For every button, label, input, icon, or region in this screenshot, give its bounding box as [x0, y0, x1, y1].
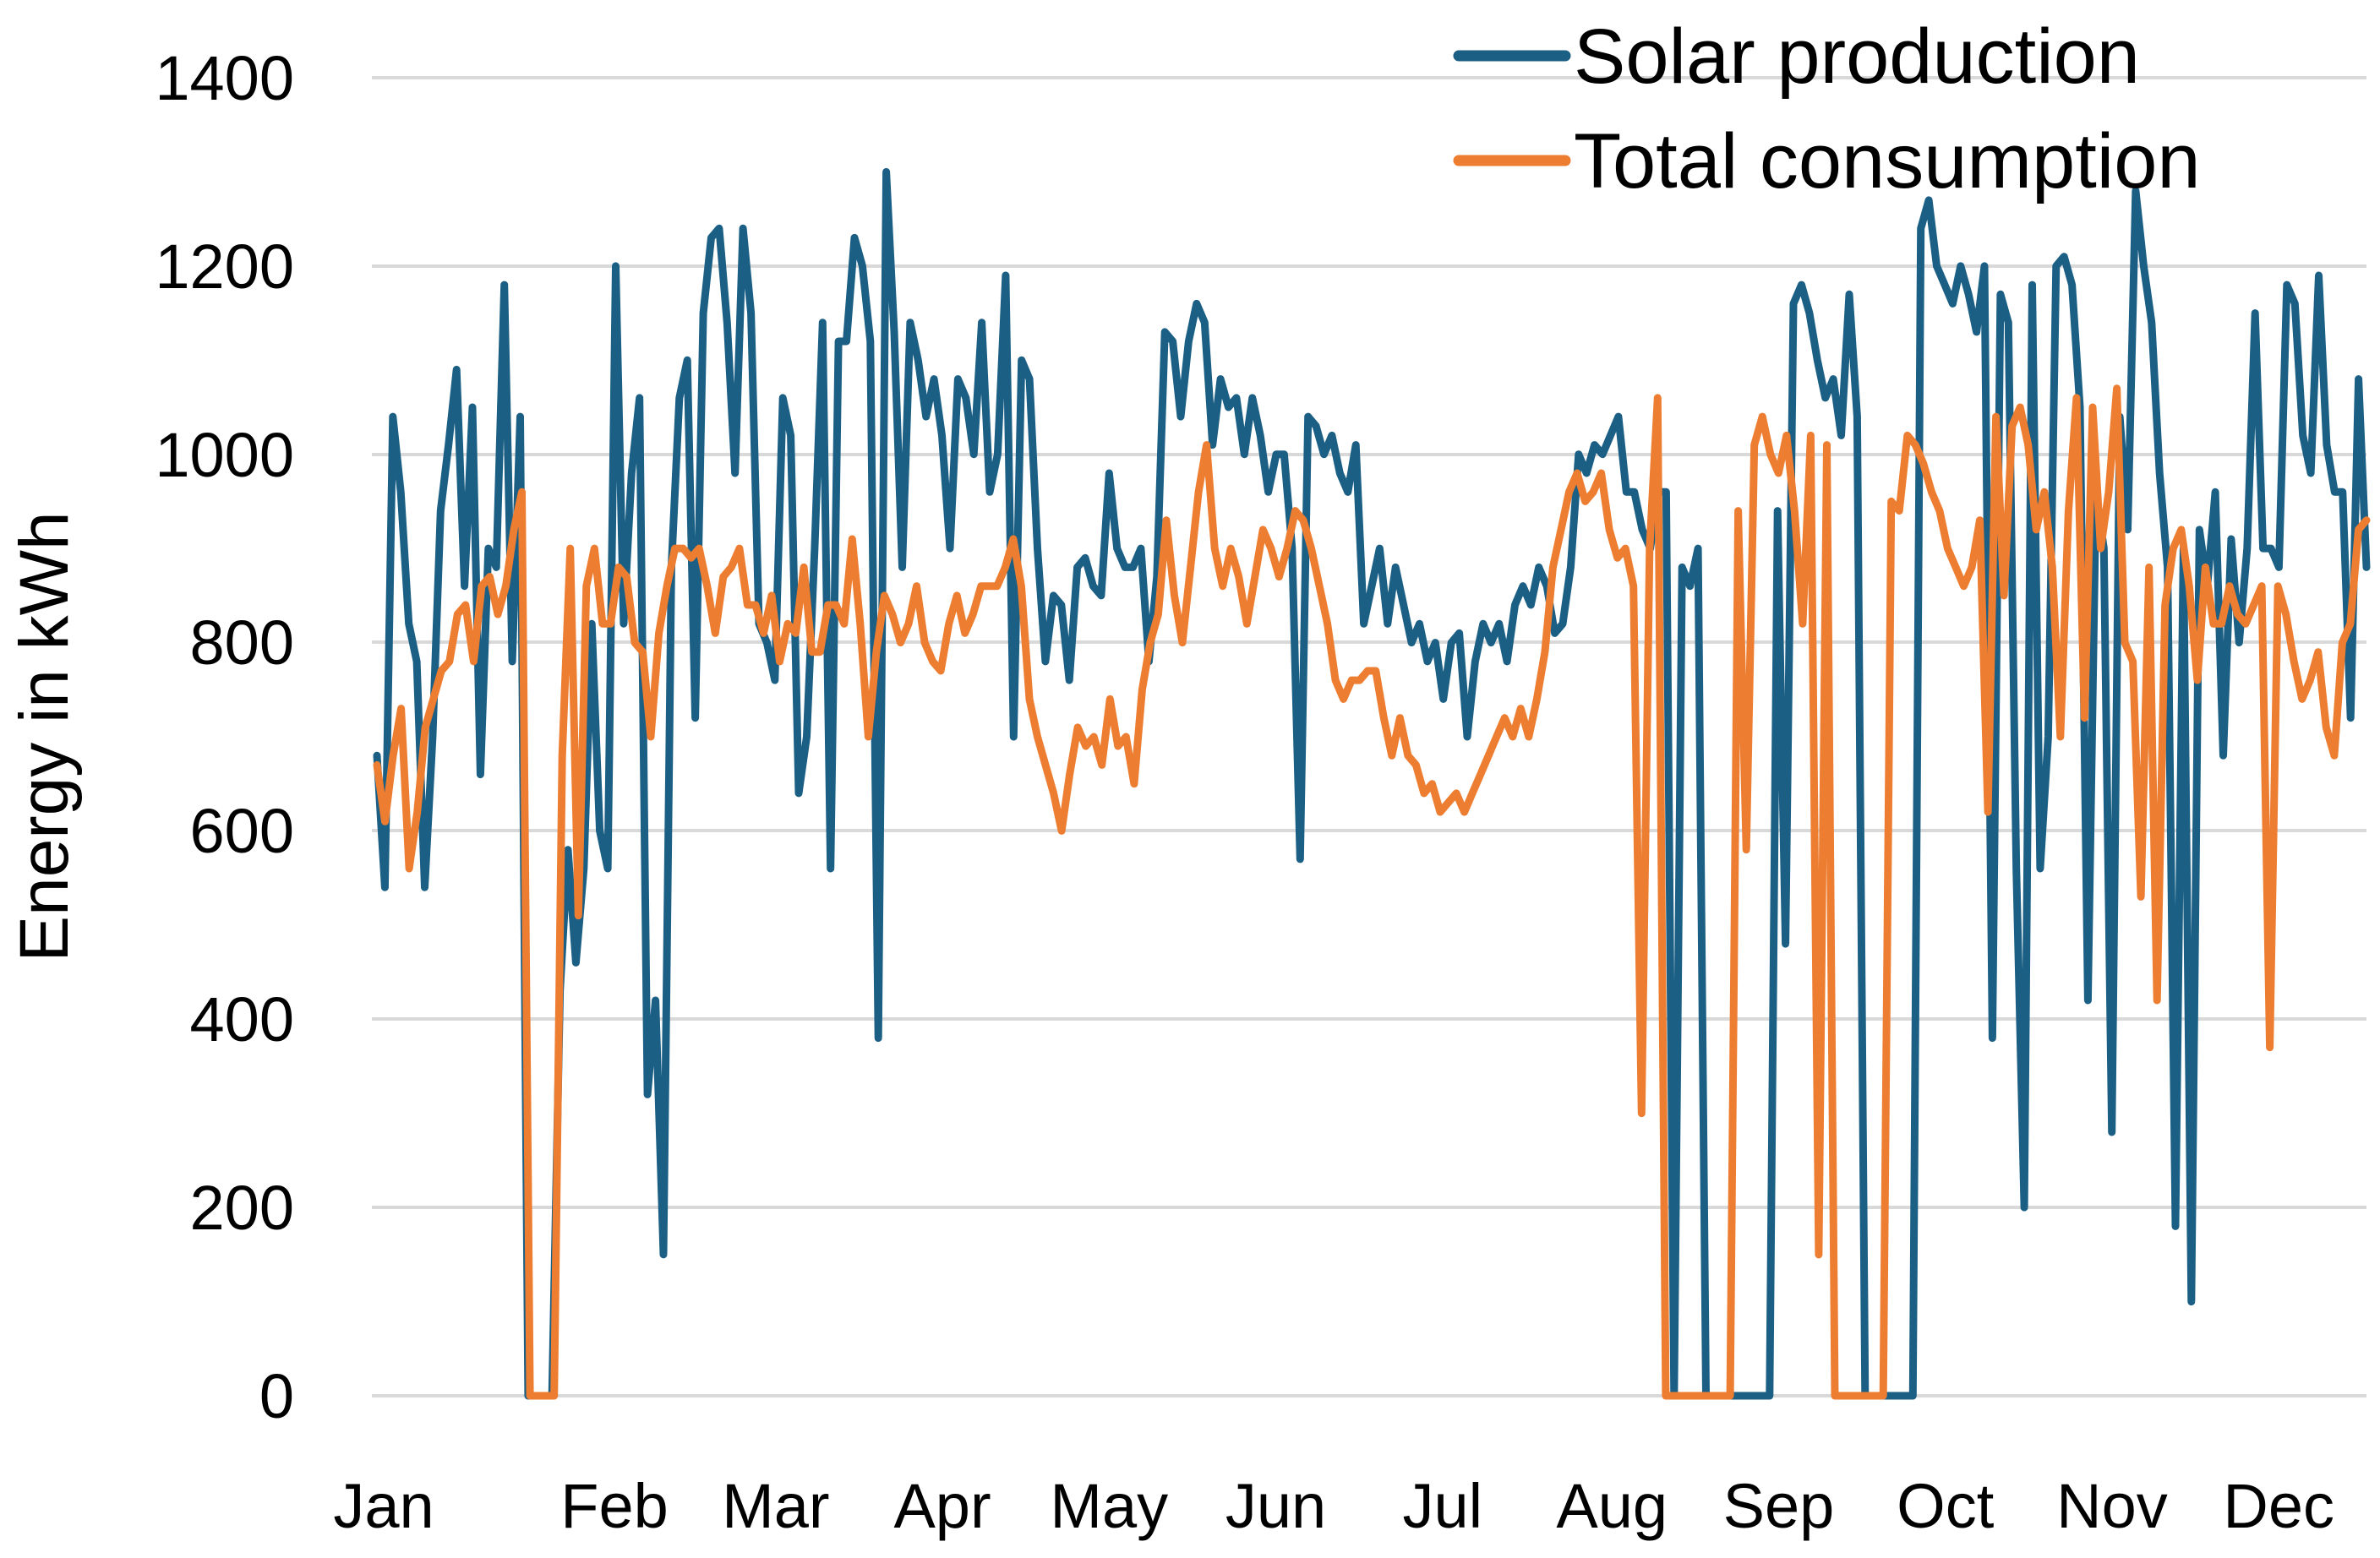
x-tick-label-aug: Aug — [1556, 1471, 1668, 1541]
x-axis-ticks: Jan Feb Mar Apr May Jun Jul Aug Sep Oct Nov Dec — [333, 1471, 2334, 1541]
x-tick-label-may: May — [1050, 1471, 1168, 1541]
x-tick-label-dec: Dec — [2223, 1471, 2334, 1541]
series-line-solar-production — [373, 167, 2371, 1400]
x-tick-label-mar: Mar — [722, 1471, 829, 1541]
y-axis-ticks: 0 200 400 600 800 1000 1200 1400 — [155, 43, 294, 1431]
x-tick-label-apr: Apr — [893, 1471, 991, 1541]
y-tick-label-800: 800 — [190, 607, 294, 678]
series-line-total-consumption — [373, 384, 2371, 1400]
y-tick-label-200: 200 — [190, 1173, 294, 1243]
x-tick-label-oct: Oct — [1897, 1471, 1995, 1541]
series-layer — [373, 167, 2371, 1400]
x-tick-label-sep: Sep — [1723, 1471, 1835, 1541]
x-tick-label-nov: Nov — [2056, 1471, 2168, 1541]
x-tick-label-jul: Jul — [1402, 1471, 1482, 1541]
y-tick-label-0: 0 — [259, 1361, 294, 1431]
y-tick-label-600: 600 — [190, 796, 294, 866]
y-tick-label-1400: 1400 — [155, 43, 294, 113]
gridlines — [372, 76, 2366, 1397]
x-tick-label-feb: Feb — [560, 1471, 669, 1541]
y-axis-title: Energy in kWh — [6, 511, 83, 961]
legend-label-solar-production: Solar production — [1574, 14, 2140, 100]
y-tick-label-1200: 1200 — [155, 232, 294, 302]
legend: Solar production Total consumption — [1453, 14, 2201, 204]
x-tick-label-jun: Jun — [1225, 1471, 1326, 1541]
y-tick-label-1000: 1000 — [155, 420, 294, 490]
legend-label-total-consumption: Total consumption — [1574, 118, 2201, 204]
x-tick-label-jan: Jan — [333, 1471, 434, 1541]
y-tick-label-400: 400 — [190, 984, 294, 1054]
